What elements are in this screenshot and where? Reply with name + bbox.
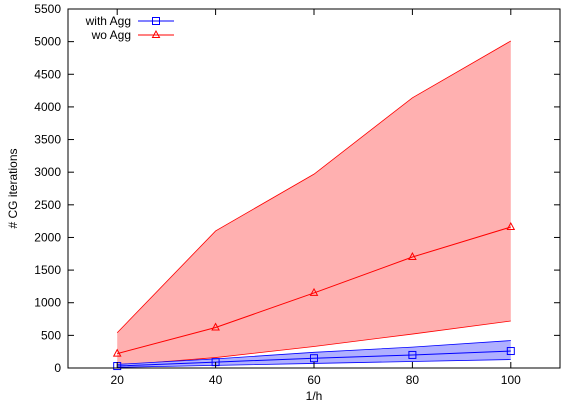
y-tick-label: 3000 [34, 165, 61, 179]
y-tick-label: 1500 [34, 263, 61, 277]
wo-agg-point [112, 348, 122, 357]
y-tick-label: 4000 [34, 100, 61, 114]
series-lines [117, 226, 511, 367]
legend-marker-wo-agg [151, 29, 161, 38]
confidence-bands [116, 40, 511, 368]
y-tick-label: 4500 [34, 67, 61, 81]
y-tick-label: 1000 [34, 296, 61, 310]
y-tick-label: 500 [41, 328, 61, 342]
wo-agg-point [309, 287, 319, 296]
x-tick-label: 60 [307, 373, 321, 387]
y-tick-label: 0 [54, 361, 61, 375]
wo-agg-line [117, 226, 511, 355]
with-agg-point [408, 350, 417, 359]
wo-agg-point [506, 221, 516, 231]
x-tick-label: 20 [111, 373, 125, 387]
with-agg-point [506, 347, 515, 356]
x-tick-label: 80 [406, 373, 420, 387]
with-agg-line [117, 350, 511, 367]
series-markers [112, 221, 516, 371]
wo-agg-point [211, 322, 220, 331]
x-tick-label: 40 [209, 373, 223, 387]
legend-label-with-agg: with Agg [85, 14, 131, 28]
x-axis-label: 1/h [306, 389, 323, 403]
y-tick-label: 2500 [34, 198, 61, 212]
with-agg-band-upper-edge [117, 340, 511, 365]
y-tick-label: 5000 [34, 35, 61, 49]
wo-agg-point [408, 251, 417, 261]
y-axis-ticks: 0 500 1000 1500 2000 2500 3000 3500 4000 4500 5000… [34, 2, 560, 375]
legend-marker-with-agg [152, 17, 160, 25]
x-tick-label: 100 [501, 373, 521, 387]
y-tick-label: 5500 [34, 2, 61, 16]
y-tick-label: 3500 [34, 133, 61, 147]
wo-agg-band-upper-edge [116, 40, 511, 334]
legend-label-wo-agg: wo Agg [91, 28, 131, 42]
with-agg-point [310, 354, 318, 363]
wo-agg-band [117, 40, 511, 366]
wo-agg-band-lower-edge [117, 320, 511, 366]
x-axis-ticks: 20 40 60 80 100 [111, 9, 521, 387]
y-tick-label: 2000 [34, 230, 61, 244]
y-axis-label: # CG iterations [6, 148, 20, 228]
